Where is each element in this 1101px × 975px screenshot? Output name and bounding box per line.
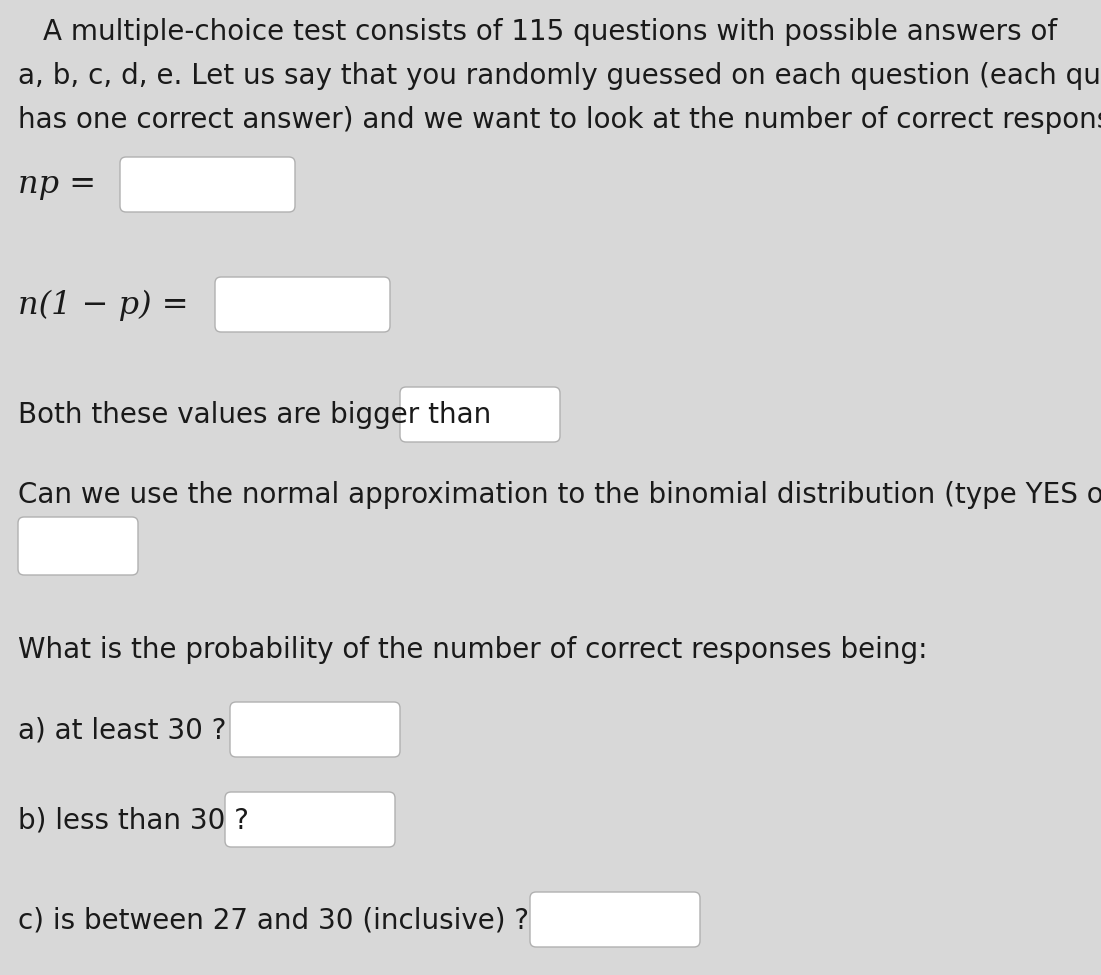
FancyBboxPatch shape (230, 702, 400, 757)
Text: has one correct answer) and we want to look at the number of correct responses.: has one correct answer) and we want to l… (18, 106, 1101, 134)
Text: b) less than 30 ?: b) less than 30 ? (18, 806, 249, 834)
Text: n(1 − p) =: n(1 − p) = (18, 290, 188, 321)
FancyBboxPatch shape (215, 277, 390, 332)
FancyBboxPatch shape (530, 892, 700, 947)
Text: Both these values are bigger than: Both these values are bigger than (18, 401, 491, 429)
Text: Can we use the normal approximation to the binomial distribution (type YES or NO: Can we use the normal approximation to t… (18, 481, 1101, 509)
Text: a) at least 30 ?: a) at least 30 ? (18, 716, 227, 744)
Text: a, b, c, d, e. Let us say that you randomly guessed on each question (each quest: a, b, c, d, e. Let us say that you rando… (18, 62, 1101, 90)
Text: np =: np = (18, 170, 96, 201)
Text: What is the probability of the number of correct responses being:: What is the probability of the number of… (18, 636, 927, 664)
FancyBboxPatch shape (225, 792, 395, 847)
Text: c) is between 27 and 30 (inclusive) ?: c) is between 27 and 30 (inclusive) ? (18, 906, 530, 934)
Text: A multiple-choice test consists of 115 questions with possible answers of: A multiple-choice test consists of 115 q… (43, 18, 1057, 46)
FancyBboxPatch shape (18, 517, 138, 575)
FancyBboxPatch shape (400, 387, 560, 442)
FancyBboxPatch shape (120, 157, 295, 212)
